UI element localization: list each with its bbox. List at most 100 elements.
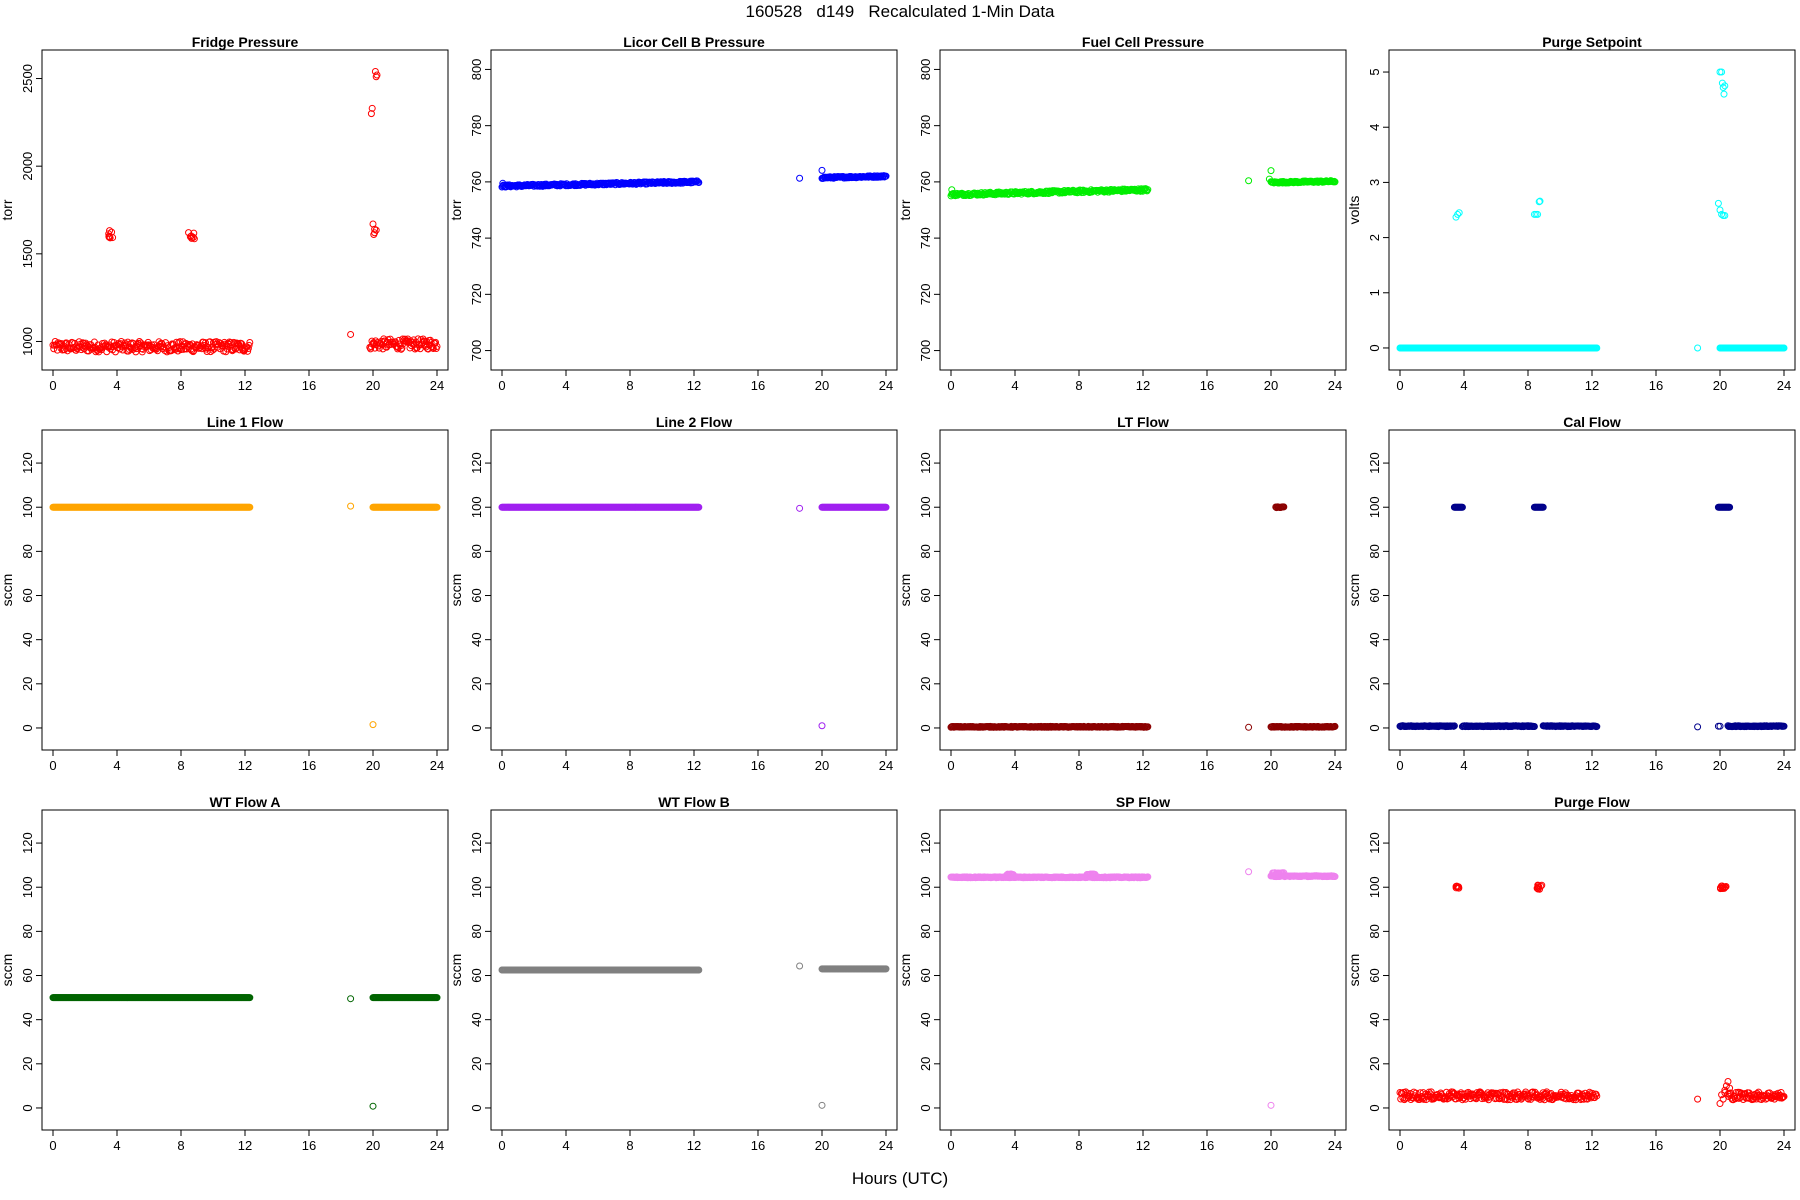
x-tick-label: 12: [1585, 378, 1599, 393]
x-tick-label: 4: [113, 758, 120, 773]
x-tick-label: 20: [366, 758, 380, 773]
x-tick-label: 20: [366, 1138, 380, 1153]
x-tick-label: 20: [1264, 1138, 1278, 1153]
plot-frame: [490, 429, 898, 751]
data-point: [1331, 178, 1339, 186]
x-tick-label: 20: [1713, 758, 1727, 773]
data-point: [132, 348, 140, 356]
data-point: [433, 342, 441, 350]
data-point: [1694, 1095, 1702, 1103]
data-point: [1245, 177, 1253, 185]
x-tick-label: 24: [1328, 378, 1342, 393]
y-tick-label: 40: [1367, 1012, 1382, 1026]
y-tick-label: 0: [1367, 1104, 1382, 1111]
x-tick-label: 16: [302, 1138, 316, 1153]
data-point: [1718, 68, 1726, 76]
x-tick-label: 20: [1264, 378, 1278, 393]
x-tick-label: 16: [1200, 378, 1214, 393]
y-tick-label: 1500: [20, 239, 35, 268]
chart-title: Line 2 Flow: [656, 414, 732, 430]
chart-title: Purge Setpoint: [1542, 34, 1642, 50]
data-point: [1694, 344, 1702, 352]
x-tick-label: 16: [1649, 758, 1663, 773]
y-tick-label: 20: [1367, 1057, 1382, 1071]
x-tick-label: 20: [1713, 378, 1727, 393]
x-tick-label: 16: [751, 758, 765, 773]
x-tick-label: 4: [1460, 758, 1467, 773]
data-points: [49, 994, 441, 1110]
plot-frame: [41, 809, 449, 1131]
chart-panel: Licor Cell B Pressuretorr700720740760780…: [448, 34, 898, 393]
x-tick-label: 12: [687, 378, 701, 393]
chart-title: LT Flow: [1117, 414, 1169, 430]
y-tick-label: 60: [469, 588, 484, 602]
y-tick-label: 60: [20, 968, 35, 982]
x-tick-label: 8: [177, 378, 184, 393]
data-points: [947, 503, 1339, 731]
x-tick-label: 0: [498, 758, 505, 773]
plot-frame: [939, 809, 1347, 1131]
data-point: [1536, 197, 1544, 205]
x-tick-label: 8: [1524, 758, 1531, 773]
x-tick-label: 8: [626, 758, 633, 773]
x-tick-label: 0: [947, 758, 954, 773]
y-tick-label: 120: [20, 452, 35, 474]
y-tick-label: 100: [469, 876, 484, 898]
data-point: [397, 345, 405, 353]
x-tick-label: 4: [562, 758, 569, 773]
x-tick-label: 4: [562, 378, 569, 393]
data-point: [429, 344, 437, 352]
data-point: [796, 504, 804, 512]
y-tick-label: 60: [918, 968, 933, 982]
y-tick-label: 0: [1367, 724, 1382, 731]
x-tick-label: 24: [1777, 378, 1791, 393]
data-point: [369, 1102, 377, 1110]
y-tick-label: 760: [469, 171, 484, 193]
y-axis-label: sccm: [448, 574, 464, 607]
data-point: [1245, 723, 1253, 731]
y-tick-label: 800: [918, 59, 933, 81]
data-point: [882, 172, 890, 180]
y-tick-label: 100: [1367, 876, 1382, 898]
y-tick-label: 60: [1367, 968, 1382, 982]
data-point: [1534, 210, 1542, 218]
data-points: [49, 68, 441, 356]
plot-frame: [1388, 809, 1796, 1131]
data-point: [1267, 1101, 1275, 1109]
y-tick-label: 20: [20, 677, 35, 691]
data-point: [1454, 210, 1462, 218]
data-point: [1718, 210, 1726, 218]
data-point: [246, 338, 254, 346]
x-tick-label: 16: [1649, 378, 1663, 393]
chart-title: WT Flow A: [209, 794, 280, 810]
x-tick-label: 4: [1011, 378, 1018, 393]
y-tick-label: 40: [469, 1012, 484, 1026]
x-tick-label: 12: [238, 758, 252, 773]
y-tick-label: 120: [1367, 832, 1382, 854]
x-tick-label: 16: [302, 378, 316, 393]
y-axis-label: volts: [1346, 196, 1362, 225]
x-tick-label: 16: [751, 378, 765, 393]
y-tick-label: 20: [469, 1057, 484, 1071]
data-point: [1716, 206, 1724, 214]
data-point: [818, 1101, 826, 1109]
data-point: [1144, 186, 1152, 194]
y-axis-label: sccm: [897, 954, 913, 987]
y-axis-label: torr: [448, 199, 464, 220]
data-point: [105, 232, 113, 240]
x-tick-label: 0: [947, 378, 954, 393]
data-point: [818, 722, 826, 730]
x-tick-label: 8: [1075, 378, 1082, 393]
x-tick-label: 24: [879, 758, 893, 773]
x-tick-label: 8: [626, 1138, 633, 1153]
x-tick-label: 12: [238, 1138, 252, 1153]
x-tick-label: 8: [1075, 758, 1082, 773]
x-tick-label: 0: [498, 1138, 505, 1153]
x-tick-label: 8: [626, 378, 633, 393]
x-tick-label: 16: [1200, 1138, 1214, 1153]
